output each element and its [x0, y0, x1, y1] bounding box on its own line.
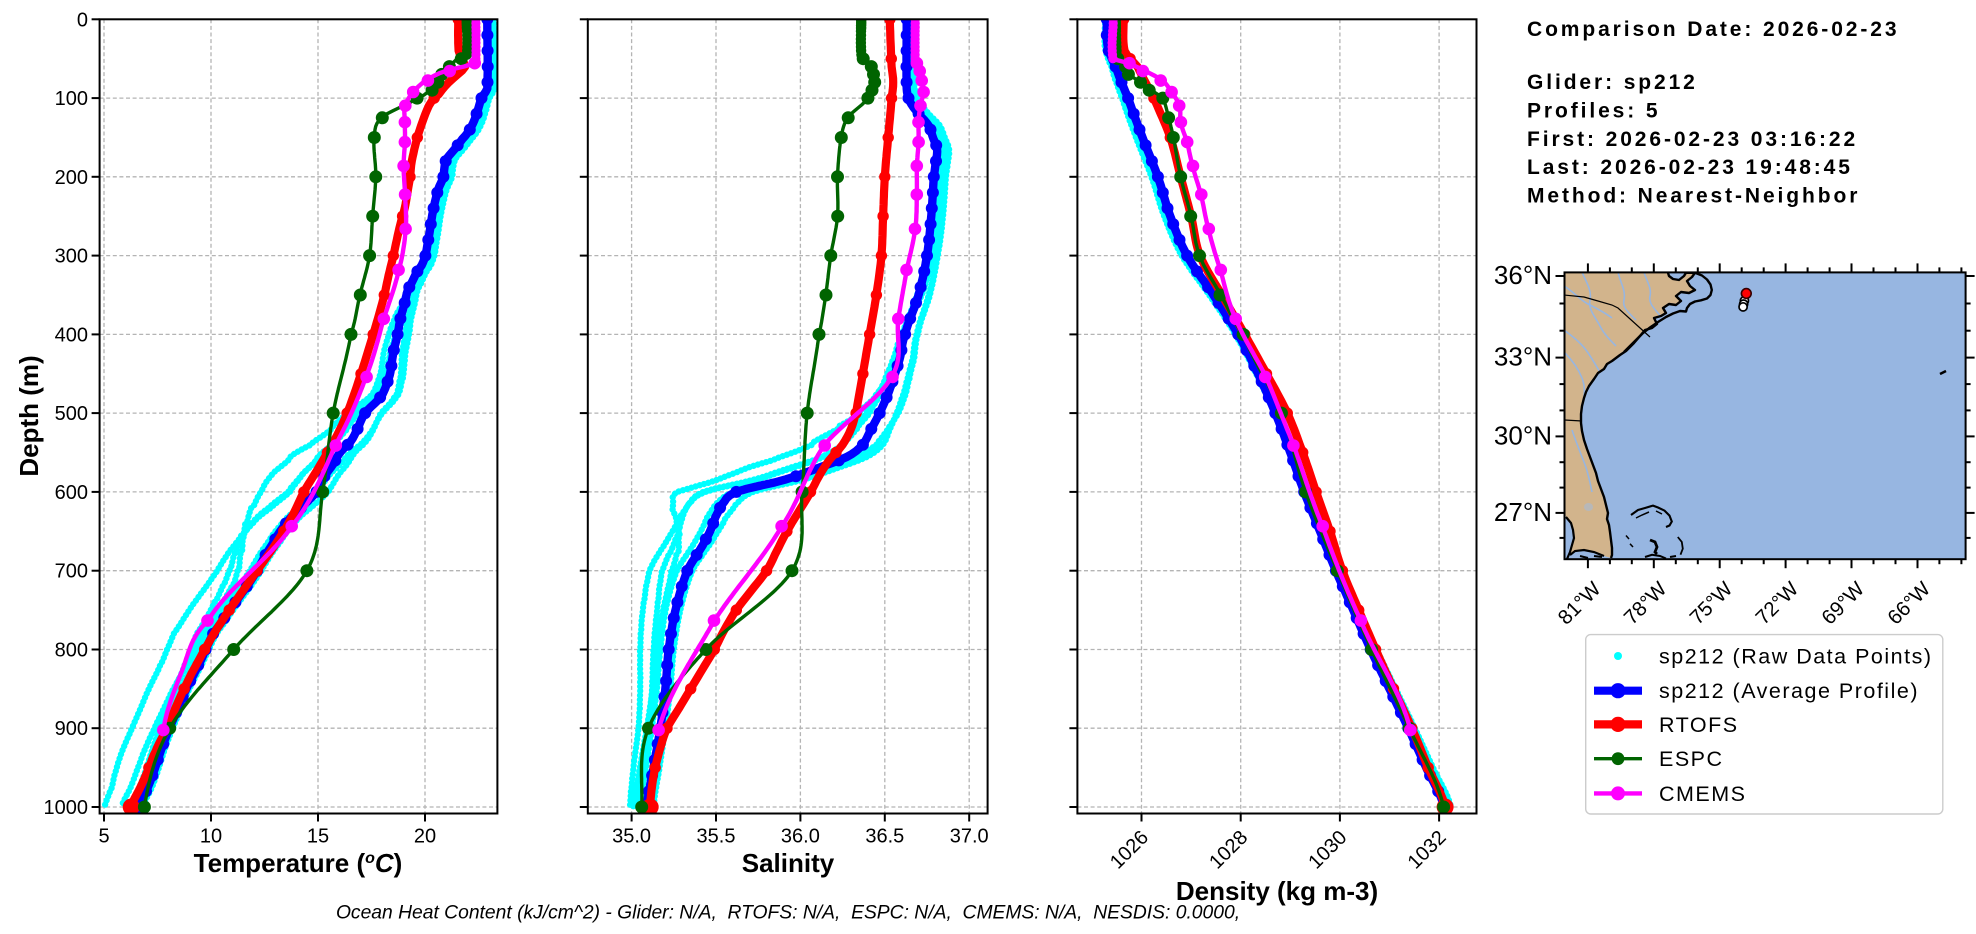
svg-text:900: 900 [55, 718, 88, 740]
svg-text:36°N: 36°N [1494, 260, 1552, 290]
svg-text:Method: Nearest-Neighbor: Method: Nearest-Neighbor [1527, 185, 1860, 208]
svg-text:300: 300 [55, 246, 88, 268]
svg-text:1000: 1000 [44, 797, 89, 819]
svg-text:500: 500 [55, 403, 88, 425]
svg-text:800: 800 [55, 640, 88, 662]
svg-text:Glider: sp212: Glider: sp212 [1527, 71, 1698, 94]
svg-text:30°N: 30°N [1494, 420, 1552, 450]
svg-text:Profiles: 5: Profiles: 5 [1527, 100, 1660, 123]
svg-text:200: 200 [55, 167, 88, 189]
svg-text:35.5: 35.5 [697, 826, 736, 848]
svg-text:sp212 (Average Profile): sp212 (Average Profile) [1659, 679, 1919, 703]
svg-text:100: 100 [55, 88, 88, 110]
svg-text:20: 20 [414, 826, 436, 848]
svg-text:CMEMS: CMEMS [1659, 782, 1747, 806]
svg-text:Comparison Date: 2026-02-23: Comparison Date: 2026-02-23 [1527, 18, 1899, 41]
svg-text:600: 600 [55, 482, 88, 504]
svg-text:700: 700 [55, 561, 88, 583]
svg-text:33°N: 33°N [1494, 342, 1552, 372]
svg-text:Last: 2026-02-23 19:48:45: Last: 2026-02-23 19:48:45 [1527, 156, 1853, 179]
svg-text:First: 2026-02-23 03:16:22: First: 2026-02-23 03:16:22 [1527, 128, 1858, 151]
svg-text:10: 10 [200, 826, 222, 848]
svg-text:sp212 (Raw Data Points): sp212 (Raw Data Points) [1659, 645, 1933, 669]
svg-text:ESPC: ESPC [1659, 747, 1724, 771]
svg-text:27°N: 27°N [1494, 497, 1552, 527]
svg-text:400: 400 [55, 324, 88, 346]
svg-text:0: 0 [77, 9, 88, 31]
svg-text:37.0: 37.0 [950, 826, 989, 848]
svg-text:Density (kg m-3): Density (kg m-3) [1176, 876, 1378, 906]
svg-text:Depth (m): Depth (m) [14, 355, 44, 476]
svg-text:5: 5 [98, 826, 109, 848]
svg-text:Temperature (oC): Temperature (oC) [194, 848, 403, 878]
svg-text:RTOFS: RTOFS [1659, 713, 1739, 737]
svg-text:36.0: 36.0 [781, 826, 820, 848]
svg-text:35.0: 35.0 [612, 826, 651, 848]
svg-text:Ocean Heat Content (kJ/cm^2) -: Ocean Heat Content (kJ/cm^2) - Glider: N… [336, 903, 1240, 924]
svg-text:36.5: 36.5 [865, 826, 904, 848]
svg-text:15: 15 [307, 826, 329, 848]
svg-text:Salinity: Salinity [742, 848, 835, 878]
